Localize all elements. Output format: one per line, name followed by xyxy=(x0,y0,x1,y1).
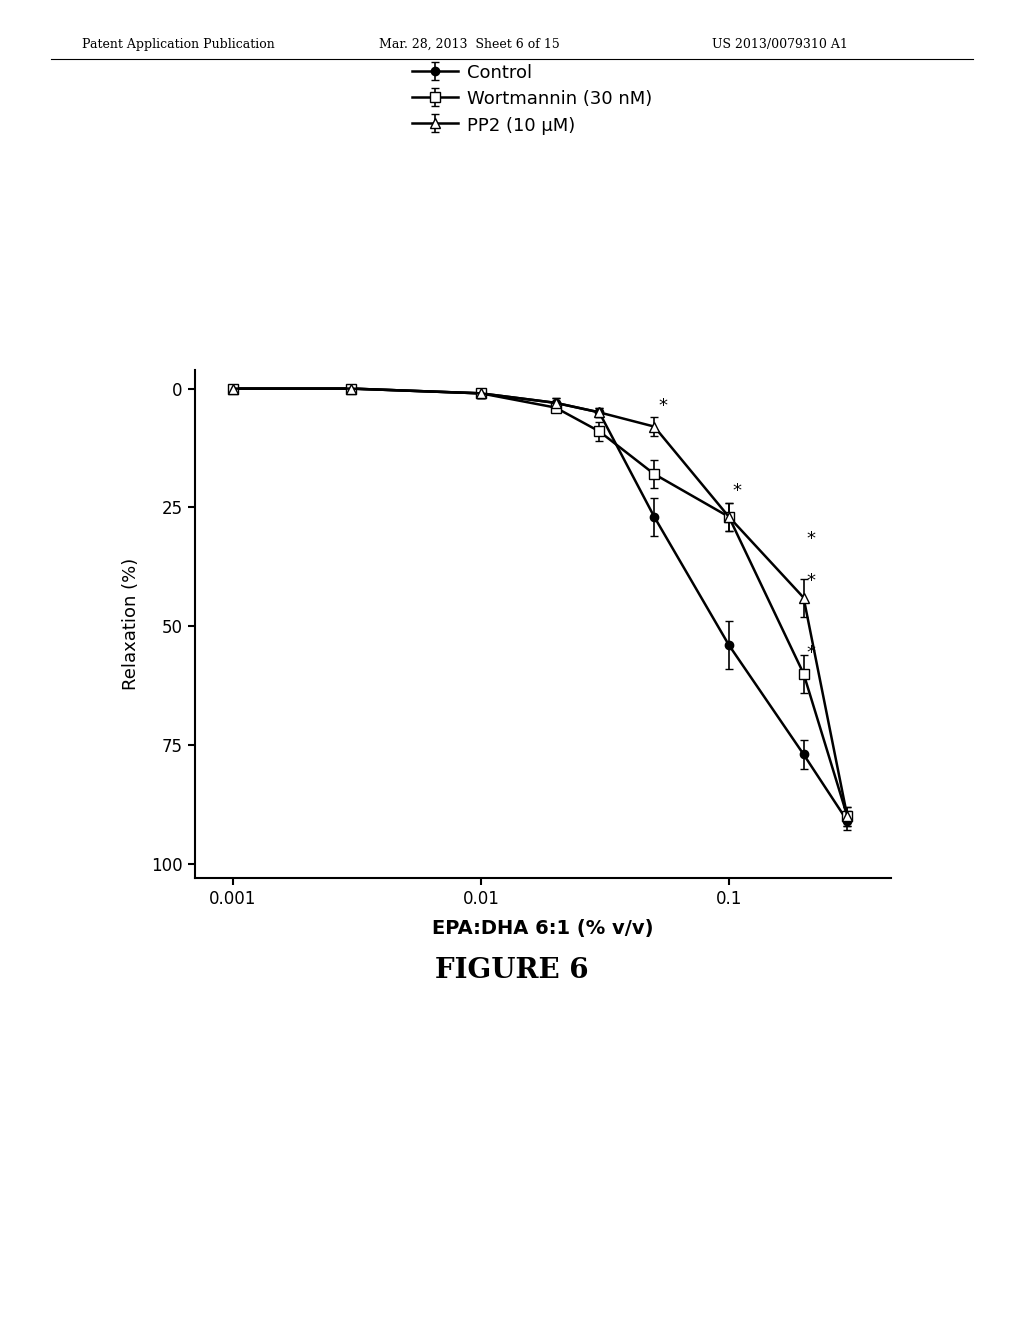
Text: *: * xyxy=(806,529,815,548)
Text: *: * xyxy=(806,644,815,661)
Text: US 2013/0079310 A1: US 2013/0079310 A1 xyxy=(712,37,848,50)
Text: Mar. 28, 2013  Sheet 6 of 15: Mar. 28, 2013 Sheet 6 of 15 xyxy=(379,37,560,50)
Text: *: * xyxy=(732,482,741,500)
Legend: Control, Wortmannin (30 nM), PP2 (10 μM): Control, Wortmannin (30 nM), PP2 (10 μM) xyxy=(413,63,652,135)
Text: FIGURE 6: FIGURE 6 xyxy=(435,957,589,983)
Text: *: * xyxy=(658,397,668,414)
Text: Patent Application Publication: Patent Application Publication xyxy=(82,37,274,50)
X-axis label: EPA:DHA 6:1 (% v/v): EPA:DHA 6:1 (% v/v) xyxy=(432,919,653,937)
Text: *: * xyxy=(806,573,815,590)
Y-axis label: Relaxation (%): Relaxation (%) xyxy=(122,557,140,690)
